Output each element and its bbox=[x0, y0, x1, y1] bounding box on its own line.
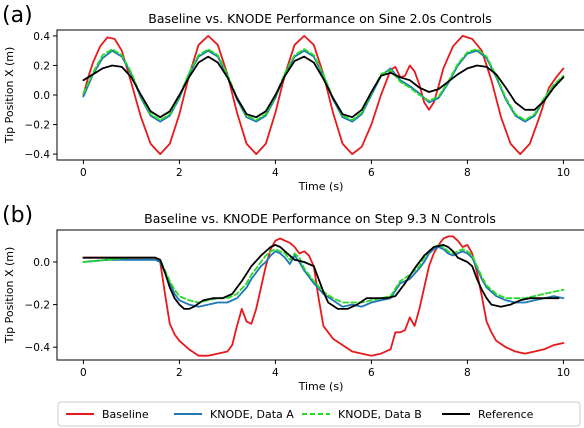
x-tick-label: 8 bbox=[464, 367, 471, 379]
x-tick-label: 2 bbox=[176, 167, 183, 179]
legend: Baseline KNODE, Data A KNODE, Data B Refere… bbox=[57, 401, 581, 427]
y-tick-label: 0.4 bbox=[33, 31, 50, 43]
series-line-knode-data-a bbox=[82, 49, 565, 123]
panel-a: (a) Baseline vs. KNODE Performance on Si… bbox=[2, 3, 584, 193]
series-line-reference bbox=[82, 244, 560, 310]
x-tick-label: 4 bbox=[272, 167, 279, 179]
series-layer bbox=[82, 35, 565, 155]
y-tick-label: 0.0 bbox=[33, 257, 50, 269]
chart-title: Baseline vs. KNODE Performance on Sine 2… bbox=[148, 11, 492, 26]
series-line-reference bbox=[82, 55, 565, 119]
y-tick-label: −0.4 bbox=[25, 149, 51, 161]
x-tick-label: 8 bbox=[464, 167, 471, 179]
legend-label-reference: Reference bbox=[478, 408, 534, 421]
y-axis-label: Tip Position X (m) bbox=[3, 47, 16, 145]
y-ticks: −0.4 −0.2 0.0 bbox=[25, 257, 57, 354]
x-ticks: 0 2 4 6 8 10 bbox=[80, 360, 570, 379]
x-tick-label: 0 bbox=[80, 367, 87, 379]
x-tick-label: 6 bbox=[368, 367, 375, 379]
legend-label-knode-data-a: KNODE, Data A bbox=[210, 408, 294, 421]
y-axis-label: Tip Position X (m) bbox=[3, 247, 16, 345]
x-tick-label: 10 bbox=[557, 367, 570, 379]
panel-b: (b) Baseline vs. KNODE Performance on St… bbox=[2, 203, 584, 393]
x-tick-label: 0 bbox=[80, 167, 87, 179]
y-tick-label: −0.2 bbox=[25, 300, 51, 312]
plot-area bbox=[56, 229, 584, 361]
legend-label-baseline: Baseline bbox=[102, 408, 149, 421]
y-tick-label: −0.4 bbox=[25, 342, 51, 354]
x-axis-label: Time (s) bbox=[298, 380, 344, 393]
x-tick-label: 6 bbox=[368, 167, 375, 179]
series-layer bbox=[82, 235, 565, 357]
x-tick-label: 2 bbox=[176, 367, 183, 379]
x-tick-label: 10 bbox=[557, 167, 570, 179]
legend-label-knode-data-b: KNODE, Data B bbox=[338, 408, 422, 421]
series-line-knode-data-a bbox=[82, 246, 565, 308]
y-tick-label: −0.2 bbox=[25, 120, 51, 132]
x-ticks: 0 2 4 6 8 10 bbox=[80, 160, 570, 179]
series-line-knode-data-b bbox=[82, 48, 565, 121]
series-line-baseline bbox=[82, 235, 565, 357]
panel-label: (a) bbox=[2, 3, 33, 28]
series-line-baseline bbox=[82, 35, 565, 155]
y-ticks: −0.4 −0.2 0.0 0.2 0.4 bbox=[25, 31, 57, 161]
y-tick-label: 0.2 bbox=[33, 60, 50, 72]
y-tick-label: 0.0 bbox=[33, 90, 50, 102]
panel-label: (b) bbox=[2, 203, 33, 228]
x-axis-label: Time (s) bbox=[298, 180, 344, 193]
x-tick-label: 4 bbox=[272, 367, 279, 379]
chart-title: Baseline vs. KNODE Performance on Step 9… bbox=[144, 211, 496, 226]
